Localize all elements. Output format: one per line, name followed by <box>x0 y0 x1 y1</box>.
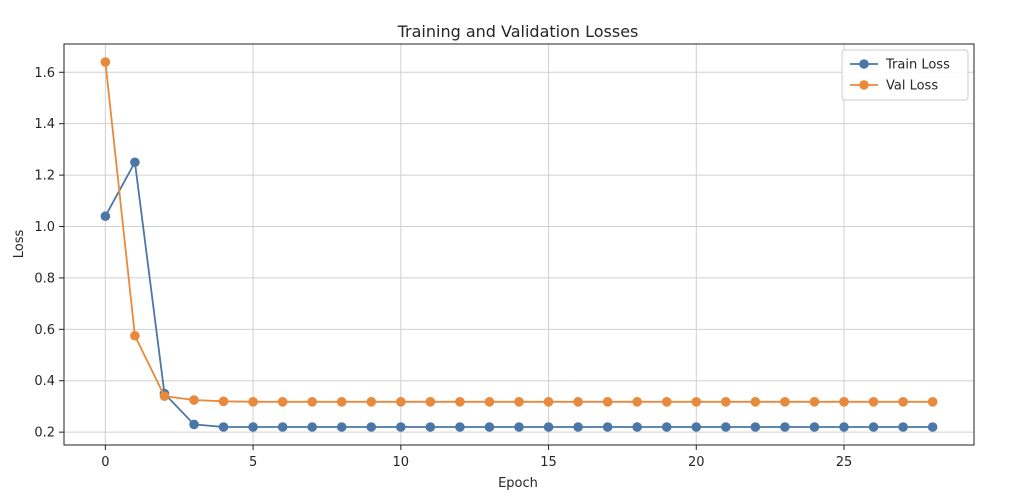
y-tick-label: 1.6 <box>34 66 55 81</box>
chart-legend: Train Loss Val Loss <box>841 49 969 101</box>
y-tick-label: 0.4 <box>34 374 55 389</box>
x-tick-label: 15 <box>540 455 557 470</box>
y-tick-label: 1.0 <box>34 220 55 235</box>
data-point-train-loss <box>336 422 347 432</box>
data-point-val-loss <box>455 397 465 407</box>
data-point-train-loss <box>218 422 229 432</box>
data-point-train-loss <box>809 422 820 432</box>
data-point-train-loss <box>484 422 495 432</box>
y-axis-label: Loss <box>12 230 27 259</box>
data-point-val-loss <box>396 397 406 407</box>
y-tick-label: 0.2 <box>34 426 55 441</box>
data-point-val-loss <box>543 397 554 407</box>
data-point-train-loss <box>277 422 288 432</box>
y-tick-label: 1.4 <box>34 117 55 132</box>
data-point-val-loss <box>573 397 583 407</box>
data-point-train-loss <box>455 422 465 432</box>
data-point-train-loss <box>366 422 377 432</box>
data-point-train-loss <box>661 422 672 432</box>
data-point-train-loss <box>750 422 761 432</box>
data-point-val-loss <box>218 396 229 407</box>
data-point-train-loss <box>248 422 258 432</box>
data-point-train-loss <box>839 422 849 432</box>
data-point-val-loss <box>661 397 672 407</box>
data-point-train-loss <box>632 422 642 432</box>
grid-lines <box>64 44 974 445</box>
legend-box <box>841 49 969 101</box>
data-point-val-loss <box>868 397 879 407</box>
x-axis-label: Epoch <box>498 476 538 491</box>
data-point-train-loss <box>602 422 613 432</box>
series-train-loss <box>100 157 938 432</box>
data-point-train-loss <box>396 422 406 432</box>
legend-label-train-loss: Train Loss <box>885 58 950 73</box>
data-point-train-loss <box>307 422 317 432</box>
x-tick-label: 10 <box>393 455 410 470</box>
chart-title: Training and Validation Losses <box>397 22 639 41</box>
data-point-val-loss <box>366 397 377 407</box>
data-point-val-loss <box>927 397 938 407</box>
data-point-val-loss <box>130 330 140 341</box>
data-point-val-loss <box>809 397 820 407</box>
data-point-train-loss <box>868 422 879 432</box>
data-point-train-loss <box>927 422 938 432</box>
series-line-val-loss <box>104 61 933 403</box>
data-point-train-loss <box>514 422 524 432</box>
x-tick-label: 5 <box>249 455 257 470</box>
data-point-val-loss <box>307 397 317 407</box>
data-point-val-loss <box>691 397 702 407</box>
data-point-val-loss <box>100 57 111 67</box>
y-tick-label: 1.2 <box>34 169 55 184</box>
data-point-train-loss <box>425 422 436 432</box>
x-tick-label: 25 <box>836 455 853 470</box>
series-layer <box>100 57 938 432</box>
data-point-train-loss <box>573 422 583 432</box>
data-point-train-loss <box>189 419 199 430</box>
data-point-val-loss <box>839 397 849 407</box>
data-point-val-loss <box>159 391 170 401</box>
data-point-val-loss <box>602 397 613 407</box>
data-point-val-loss <box>277 397 288 407</box>
y-axis-ticks: 0.2 0.4 0.6 0.8 1.0 1.2 1.4 1.6 <box>34 66 64 441</box>
data-point-val-loss <box>425 397 436 407</box>
data-point-train-loss <box>543 422 554 432</box>
data-point-train-loss <box>100 211 111 222</box>
data-point-train-loss <box>691 422 702 432</box>
legend-marker-val-loss <box>859 80 869 90</box>
x-tick-label: 0 <box>101 455 109 470</box>
x-tick-label: 20 <box>688 455 705 470</box>
legend-label-val-loss: Val Loss <box>886 79 938 94</box>
data-point-val-loss <box>898 397 908 407</box>
data-point-val-loss <box>248 397 258 407</box>
y-tick-label: 0.6 <box>34 323 55 338</box>
data-point-val-loss <box>189 395 199 405</box>
data-point-train-loss <box>130 157 140 168</box>
legend-marker-train-loss <box>859 59 869 69</box>
data-point-val-loss <box>484 397 495 407</box>
data-point-val-loss <box>780 397 790 407</box>
plot-frame <box>63 43 975 446</box>
series-val-loss <box>100 57 938 407</box>
data-point-val-loss <box>336 397 347 407</box>
data-point-val-loss <box>514 397 524 407</box>
data-point-train-loss <box>898 422 908 432</box>
data-point-val-loss <box>632 397 642 407</box>
data-point-val-loss <box>750 397 761 407</box>
x-axis-ticks: 0 5 10 15 20 25 <box>101 445 852 470</box>
y-tick-label: 0.8 <box>34 271 55 286</box>
data-point-train-loss <box>721 422 731 432</box>
data-point-train-loss <box>780 422 790 432</box>
data-point-val-loss <box>721 397 731 407</box>
series-line-train-loss <box>104 159 933 428</box>
